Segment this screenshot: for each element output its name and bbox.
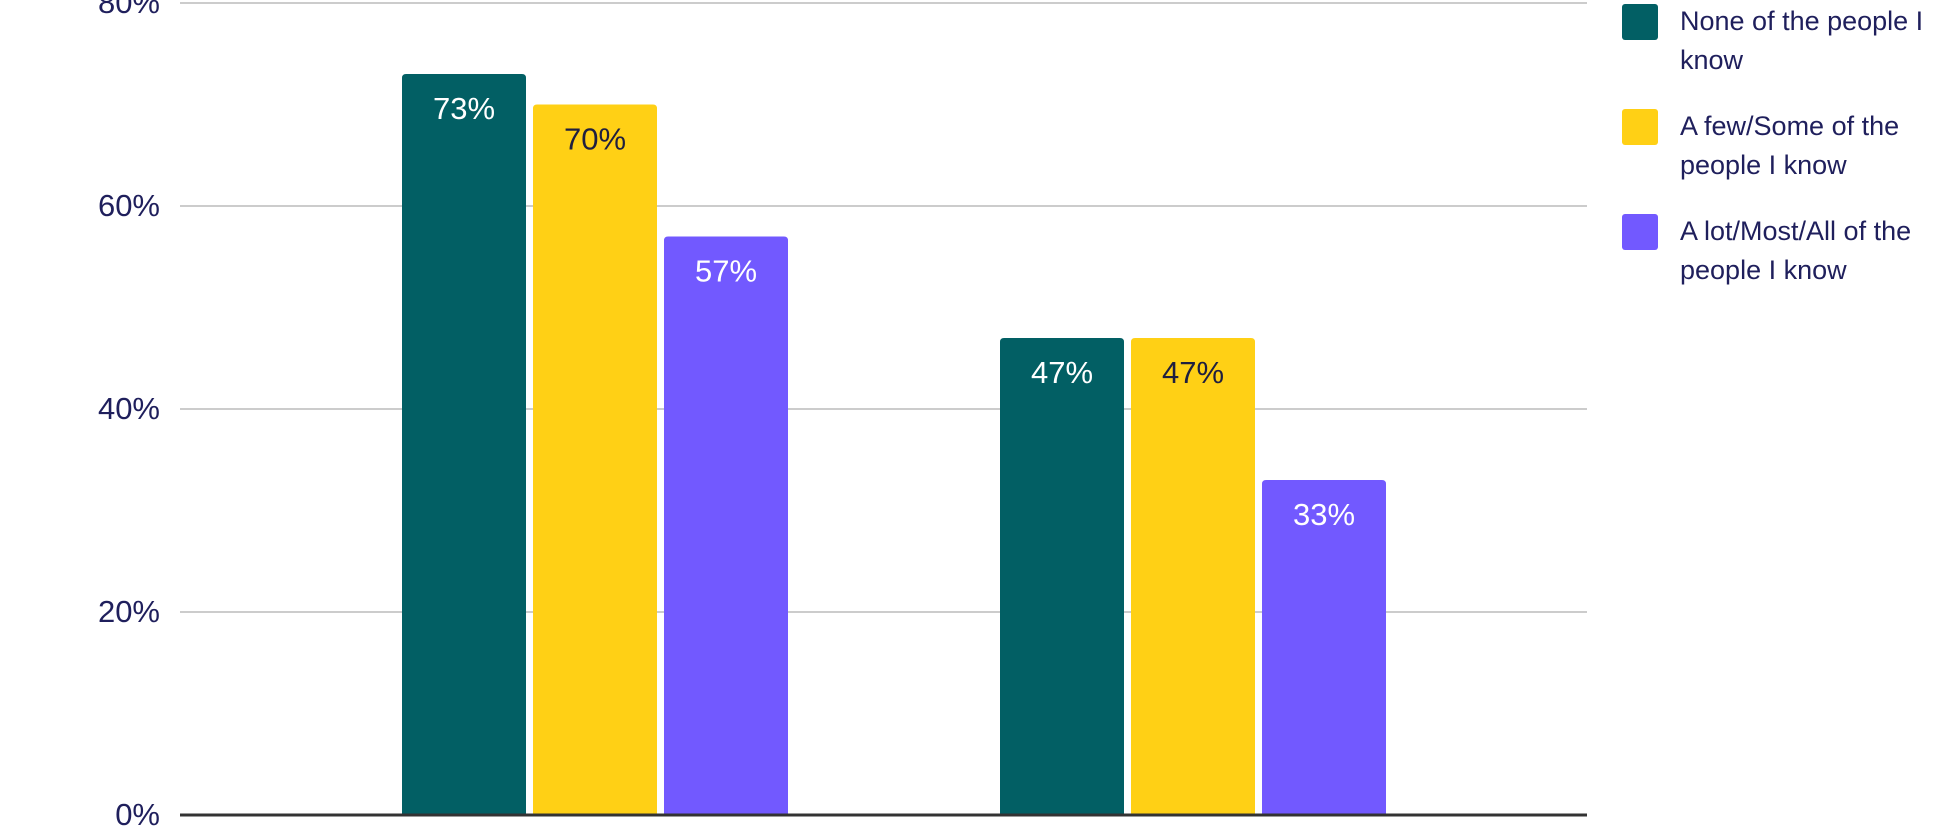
legend-swatch-series-3 xyxy=(1622,214,1658,250)
legend-item-series-3: A lot/Most/All of the people I know xyxy=(1622,212,1942,290)
data-label-series-2-group-1: 70% xyxy=(564,122,626,157)
bar-series-3-group-1 xyxy=(664,236,788,815)
y-tick-label-3: 60% xyxy=(98,188,160,223)
y-tick-label-4: 80% xyxy=(98,0,160,20)
chart-legend: None of the people I know A few/Some of … xyxy=(1622,2,1942,317)
legend-swatch-series-1 xyxy=(1622,4,1658,40)
legend-label-series-2: A few/Some of the people I know xyxy=(1680,111,1900,180)
legend-label-series-1: None of the people I know xyxy=(1680,6,1924,75)
legend-swatch-series-2 xyxy=(1622,109,1658,145)
bar-series-1-group-1 xyxy=(402,74,526,816)
bar-series-2-group-1 xyxy=(533,104,657,815)
legend-item-series-1: None of the people I know xyxy=(1622,2,1942,80)
bar-series-3-group-2 xyxy=(1262,480,1386,815)
bar-series-2-group-2 xyxy=(1131,337,1255,815)
y-tick-label-0: 0% xyxy=(115,797,160,829)
data-label-series-2-group-2: 47% xyxy=(1162,355,1224,390)
data-label-series-1-group-2: 47% xyxy=(1031,355,1093,390)
data-label-series-3-group-1: 57% xyxy=(695,253,757,288)
legend-label-series-3: A lot/Most/All of the people I know xyxy=(1680,216,1912,285)
bar-series-1-group-2 xyxy=(1000,337,1124,815)
y-tick-label-1: 20% xyxy=(98,594,160,629)
y-tick-label-2: 40% xyxy=(98,391,160,426)
data-label-series-3-group-2: 33% xyxy=(1293,497,1355,532)
data-label-series-1-group-1: 73% xyxy=(433,91,495,126)
legend-item-series-2: A few/Some of the people I know xyxy=(1622,107,1942,185)
